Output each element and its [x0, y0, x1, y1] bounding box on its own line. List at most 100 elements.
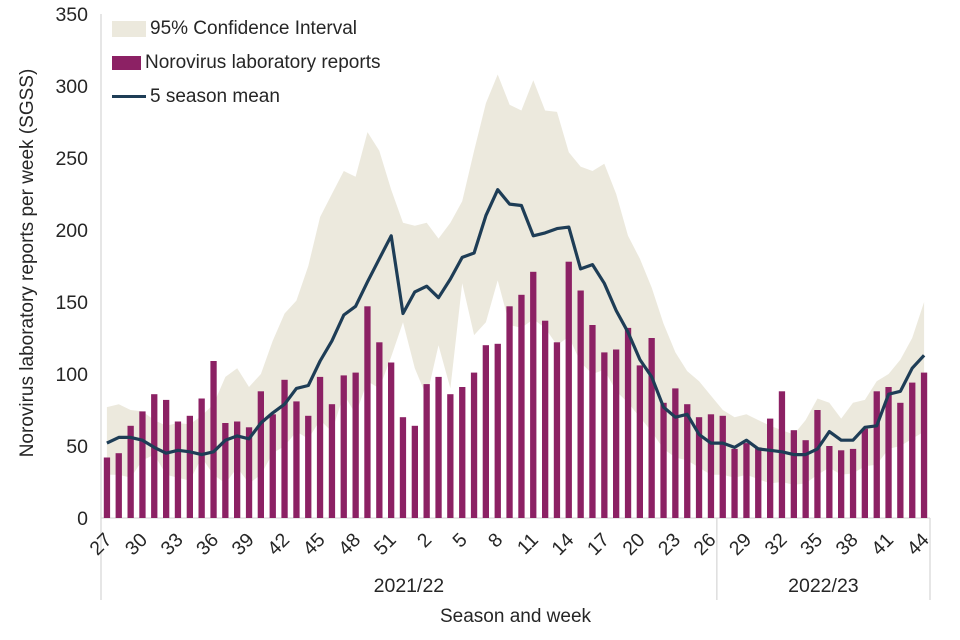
bar-week-37: [838, 450, 845, 518]
x-tick-label-week-39: 39: [228, 529, 259, 560]
legend-label-confidence-interval: 95% Confidence Interval: [150, 18, 358, 39]
bar-week-37: [222, 423, 229, 518]
bar-week-40: [257, 391, 264, 518]
bar-week-44: [305, 415, 312, 518]
bar-week-38: [234, 421, 241, 518]
legend-item-laboratory-reports: Norovirus laboratory reports: [112, 50, 380, 75]
bar-week-22: [660, 402, 667, 518]
bar-week-48: [352, 372, 359, 518]
x-tick-label-week-35: 35: [796, 529, 827, 560]
bar-week-39: [245, 427, 253, 518]
bar-week-31: [767, 418, 774, 518]
ci-band: [106, 74, 925, 485]
bar-week-34: [802, 440, 809, 518]
x-tick-label-week-11: 11: [513, 529, 543, 559]
y-tick-label: 350: [55, 4, 88, 26]
y-tick-label: 50: [66, 436, 88, 458]
bar-week-40: [873, 391, 880, 518]
bar-week-31: [151, 394, 158, 518]
bar-week-41: [269, 414, 276, 518]
y-tick-label: 0: [77, 508, 88, 530]
bar-week-11: [530, 271, 537, 518]
season-label: 2021/22: [374, 575, 445, 597]
bar-week-15: [577, 290, 584, 518]
x-tick-label-week-17: 17: [583, 529, 614, 560]
bar-week-27: [103, 457, 111, 518]
y-tick-label: 200: [55, 220, 88, 242]
x-tick-label-week-8: 8: [484, 529, 507, 552]
bar-week-43: [293, 401, 300, 518]
bar-week-36: [826, 446, 833, 518]
x-tick-label-week-44: 44: [903, 529, 934, 560]
bar-week-28: [115, 453, 122, 518]
bar-week-14: [565, 261, 572, 518]
bar-week-9: [506, 306, 513, 518]
bar-week-30: [755, 447, 762, 518]
season-mean-swatch-icon: [112, 94, 146, 99]
x-tick-label-week-38: 38: [832, 529, 863, 560]
bar-week-32: [778, 391, 786, 518]
x-tick-label-week-20: 20: [619, 529, 650, 560]
x-axis-week-labels: 27 30 33 36 39 42 45 48 51 2 5 8 11 14 17 20 23 26 29 32 35 3…: [86, 529, 934, 560]
bar-week-16: [589, 325, 596, 518]
legend: 95% Confidence Interval Norovirus labora…: [112, 16, 380, 109]
season-label: 2022/23: [788, 575, 859, 597]
bar-week-41: [885, 387, 892, 518]
bar-week-1: [411, 425, 418, 518]
bar-week-32: [163, 399, 170, 518]
bar-week-26: [707, 414, 715, 518]
laboratory-reports-swatch-icon: [112, 55, 141, 70]
five-season-mean-line: [106, 188, 926, 457]
bar-week-34: [186, 415, 193, 518]
bar-week-18: [613, 349, 620, 518]
legend-label-season-mean: 5 season mean: [150, 86, 280, 107]
bar-week-35: [814, 410, 821, 518]
bar-week-35: [198, 398, 205, 518]
bar-week-38: [849, 448, 857, 518]
legend-item-season-mean: 5 season mean: [112, 84, 380, 109]
bar-week-4: [447, 394, 454, 518]
x-tick-label-week-30: 30: [121, 529, 152, 560]
bar-week-46: [328, 404, 336, 518]
bar-week-2: [423, 384, 430, 518]
x-tick-label-week-2: 2: [413, 529, 436, 552]
laboratory-report-bars: [103, 261, 928, 518]
bar-week-20: [636, 365, 643, 518]
bar-week-49: [364, 306, 371, 518]
bar-week-47: [340, 375, 347, 518]
bar-week-33: [790, 430, 797, 518]
bar-week-17: [601, 352, 608, 518]
bar-week-42: [897, 402, 904, 518]
bar-week-28: [731, 448, 738, 518]
bar-week-6: [470, 372, 478, 518]
bar-week-7: [482, 345, 489, 518]
bar-week-33: [174, 421, 182, 518]
bar-week-5: [459, 387, 466, 518]
bar-week-27: [719, 415, 726, 518]
bar-week-29: [127, 425, 134, 518]
legend-item-confidence-interval: 95% Confidence Interval: [112, 16, 380, 41]
x-tick-label-week-36: 36: [192, 529, 223, 560]
bar-week-19: [624, 327, 632, 518]
bar-week-23: [672, 388, 679, 518]
y-axis-title: Norovirus laboratory reports per week (S…: [17, 68, 38, 458]
x-tick-label-week-26: 26: [690, 529, 721, 560]
x-tick-label-week-27: 27: [86, 529, 117, 560]
bar-week-45: [316, 376, 324, 518]
season-group-labels: 2021/22 2022/23: [374, 575, 859, 597]
x-tick-label-week-48: 48: [334, 529, 365, 560]
bar-week-29: [743, 443, 750, 518]
x-tick-label-week-32: 32: [761, 529, 792, 560]
y-tick-label: 300: [55, 76, 88, 98]
bar-week-8: [494, 343, 501, 518]
bar-week-36: [210, 361, 217, 518]
bar-week-10: [518, 294, 525, 518]
legend-label-laboratory-reports: Norovirus laboratory reports: [145, 52, 381, 73]
bar-week-50: [376, 342, 383, 518]
bar-week-43: [909, 382, 916, 518]
bar-week-52: [399, 417, 407, 518]
bar-week-13: [553, 342, 561, 518]
bar-week-39: [861, 428, 868, 518]
